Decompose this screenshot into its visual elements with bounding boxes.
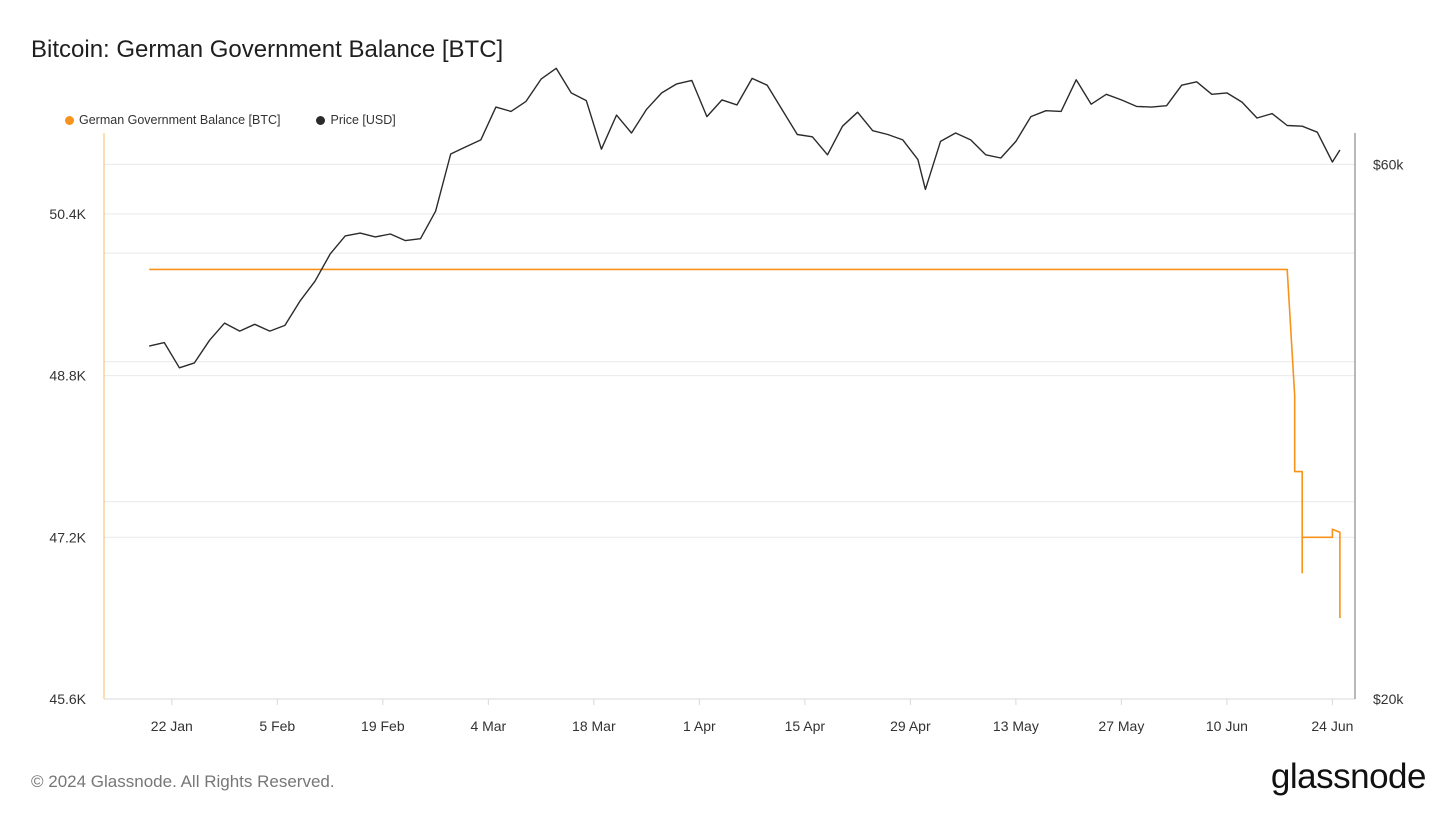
y-left-tick-label: 48.8K bbox=[49, 368, 86, 384]
x-tick-label: 5 Feb bbox=[259, 718, 295, 734]
x-tick-label: 24 Jun bbox=[1311, 718, 1353, 734]
legend-item-balance[interactable]: German Government Balance [BTC] bbox=[65, 113, 280, 127]
x-tick-label: 13 May bbox=[993, 718, 1039, 734]
x-tick-label: 4 Mar bbox=[470, 718, 506, 734]
y-right-tick-label: $20k bbox=[1373, 691, 1404, 707]
x-tick-label: 27 May bbox=[1098, 718, 1144, 734]
y-left-tick-label: 50.4K bbox=[49, 206, 86, 222]
legend-item-price[interactable]: Price [USD] bbox=[316, 113, 396, 127]
y-left-tick-label: 47.2K bbox=[49, 529, 86, 545]
gridlines bbox=[104, 163, 1355, 700]
legend-label-price: Price [USD] bbox=[330, 113, 396, 127]
x-tick-label: 18 Mar bbox=[572, 718, 616, 734]
tick-labels: 45.6K 47.2K 48.8K 50.4K $20k $60k 22 Jan 5 Feb 1… bbox=[49, 156, 1404, 734]
balance-legend-dot-icon bbox=[65, 115, 74, 125]
price-legend-dot-icon bbox=[316, 115, 326, 125]
chart-title: Bitcoin: German Government Balance [BTC] bbox=[31, 36, 504, 63]
y-left-tick-label: 45.6K bbox=[49, 691, 86, 707]
series-lines bbox=[149, 67, 1341, 619]
legend-label-balance: German Government Balance [BTC] bbox=[79, 113, 281, 127]
copyright-text: © 2024 Glassnode. All Rights Reserved. bbox=[31, 772, 335, 791]
x-tick-label: 19 Feb bbox=[361, 718, 405, 734]
x-tick-label: 22 Jan bbox=[151, 718, 193, 734]
balance-line bbox=[149, 268, 1341, 619]
axes bbox=[103, 133, 1356, 705]
x-tick-label: 10 Jun bbox=[1206, 718, 1248, 734]
x-tick-label: 1 Apr bbox=[683, 718, 716, 734]
x-tick-label: 29 Apr bbox=[890, 718, 931, 734]
x-tick-label: 15 Apr bbox=[785, 718, 826, 734]
price-line bbox=[149, 67, 1341, 369]
brand-logo[interactable]: glassnode bbox=[1270, 757, 1427, 796]
y-right-tick-label: $60k bbox=[1373, 156, 1404, 172]
legend: German Government Balance [BTC] Price [U… bbox=[65, 113, 396, 127]
